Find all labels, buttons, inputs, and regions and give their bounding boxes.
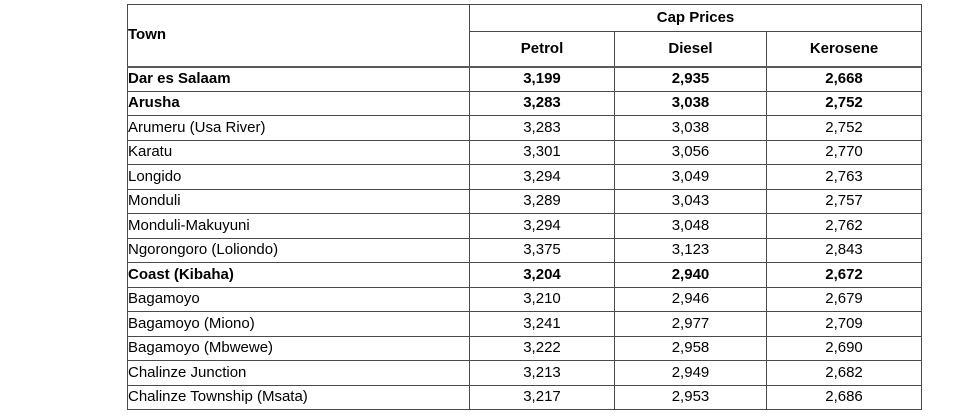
petrol-cell: 3,204 bbox=[469, 262, 615, 288]
kerosene-cell: 2,762 bbox=[765, 213, 923, 239]
diesel-cell: 2,977 bbox=[614, 311, 767, 337]
kerosene-cell: 2,770 bbox=[765, 139, 923, 165]
table-row: Bagamoyo 3,210 2,946 2,679 bbox=[127, 286, 923, 312]
table-row: Arumeru (Usa River) 3,283 3,038 2,752 bbox=[127, 115, 923, 141]
table-header: Town Cap Prices Petrol Diesel Kerosene bbox=[127, 4, 923, 68]
table-row: Monduli-Makuyuni 3,294 3,048 2,762 bbox=[127, 213, 923, 239]
diesel-cell: 3,049 bbox=[614, 164, 767, 190]
fuel-cap-prices-table: Town Cap Prices Petrol Diesel Kerosene D… bbox=[127, 4, 923, 410]
town-cell: Longido bbox=[127, 164, 470, 190]
town-cell: Monduli-Makuyuni bbox=[127, 213, 470, 239]
petrol-cell: 3,294 bbox=[469, 213, 615, 239]
table-row: Coast (Kibaha) 3,204 2,940 2,672 bbox=[127, 262, 923, 288]
column-header-kerosene: Kerosene bbox=[765, 31, 923, 68]
table-row: Chalinze Junction 3,213 2,949 2,682 bbox=[127, 360, 923, 386]
town-cell: Karatu bbox=[127, 139, 470, 165]
kerosene-cell: 2,682 bbox=[765, 360, 923, 386]
petrol-cell: 3,217 bbox=[469, 384, 615, 410]
diesel-cell: 3,048 bbox=[614, 213, 767, 239]
petrol-cell: 3,375 bbox=[469, 237, 615, 263]
column-header-petrol: Petrol bbox=[469, 31, 615, 68]
kerosene-cell: 2,668 bbox=[765, 66, 923, 92]
kerosene-cell: 2,679 bbox=[765, 286, 923, 312]
town-cell: Bagamoyo (Mbwewe) bbox=[127, 335, 470, 361]
petrol-cell: 3,241 bbox=[469, 311, 615, 337]
column-header-diesel: Diesel bbox=[614, 31, 767, 68]
petrol-cell: 3,283 bbox=[469, 115, 615, 141]
table-body: Dar es Salaam 3,199 2,935 2,668 Arusha 3,283 3… bbox=[127, 66, 923, 410]
kerosene-cell: 2,763 bbox=[765, 164, 923, 190]
table-row: Ngorongoro (Loliondo) 3,375 3,123 2,843 bbox=[127, 237, 923, 263]
town-cell: Bagamoyo bbox=[127, 286, 470, 312]
diesel-cell: 2,958 bbox=[614, 335, 767, 361]
diesel-cell: 3,038 bbox=[614, 90, 767, 116]
petrol-cell: 3,210 bbox=[469, 286, 615, 312]
table-row: Arusha 3,283 3,038 2,752 bbox=[127, 90, 923, 116]
town-cell: Chalinze Township (Msata) bbox=[127, 384, 470, 410]
kerosene-cell: 2,843 bbox=[765, 237, 923, 263]
town-cell: Dar es Salaam bbox=[127, 66, 470, 92]
town-cell: Arumeru (Usa River) bbox=[127, 115, 470, 141]
table-row: Longido 3,294 3,049 2,763 bbox=[127, 164, 923, 190]
sub-header-row: Petrol Diesel Kerosene bbox=[128, 31, 923, 68]
town-cell: Arusha bbox=[127, 90, 470, 116]
diesel-cell: 2,949 bbox=[614, 360, 767, 386]
table-row: Monduli 3,289 3,043 2,757 bbox=[127, 188, 923, 214]
kerosene-cell: 2,752 bbox=[765, 115, 923, 141]
table-row: Bagamoyo (Mbwewe) 3,222 2,958 2,690 bbox=[127, 335, 923, 361]
diesel-cell: 3,038 bbox=[614, 115, 767, 141]
town-cell: Monduli bbox=[127, 188, 470, 214]
diesel-cell: 3,043 bbox=[614, 188, 767, 214]
petrol-cell: 3,294 bbox=[469, 164, 615, 190]
diesel-cell: 2,940 bbox=[614, 262, 767, 288]
kerosene-cell: 2,709 bbox=[765, 311, 923, 337]
petrol-cell: 3,222 bbox=[469, 335, 615, 361]
diesel-cell: 3,123 bbox=[614, 237, 767, 263]
table-row: Karatu 3,301 3,056 2,770 bbox=[127, 139, 923, 165]
petrol-cell: 3,213 bbox=[469, 360, 615, 386]
town-cell: Bagamoyo (Miono) bbox=[127, 311, 470, 337]
diesel-cell: 3,056 bbox=[614, 139, 767, 165]
kerosene-cell: 2,672 bbox=[765, 262, 923, 288]
table-row: Bagamoyo (Miono) 3,241 2,977 2,709 bbox=[127, 311, 923, 337]
town-cell: Ngorongoro (Loliondo) bbox=[127, 237, 470, 263]
diesel-cell: 2,946 bbox=[614, 286, 767, 312]
petrol-cell: 3,283 bbox=[469, 90, 615, 116]
table-row: Dar es Salaam 3,199 2,935 2,668 bbox=[127, 66, 923, 92]
kerosene-cell: 2,686 bbox=[765, 384, 923, 410]
petrol-cell: 3,289 bbox=[469, 188, 615, 214]
petrol-cell: 3,199 bbox=[469, 66, 615, 92]
petrol-cell: 3,301 bbox=[469, 139, 615, 165]
group-header-row: Town Cap Prices bbox=[127, 4, 923, 68]
town-cell: Chalinze Junction bbox=[127, 360, 470, 386]
column-group-header-cap-prices: Cap Prices bbox=[468, 4, 923, 32]
diesel-cell: 2,935 bbox=[614, 66, 767, 92]
kerosene-cell: 2,752 bbox=[765, 90, 923, 116]
table-row: Chalinze Township (Msata) 3,217 2,953 2,686 bbox=[127, 384, 923, 410]
town-cell: Coast (Kibaha) bbox=[127, 262, 470, 288]
diesel-cell: 2,953 bbox=[614, 384, 767, 410]
column-header-town: Town bbox=[127, 4, 470, 68]
kerosene-cell: 2,690 bbox=[765, 335, 923, 361]
kerosene-cell: 2,757 bbox=[765, 188, 923, 214]
